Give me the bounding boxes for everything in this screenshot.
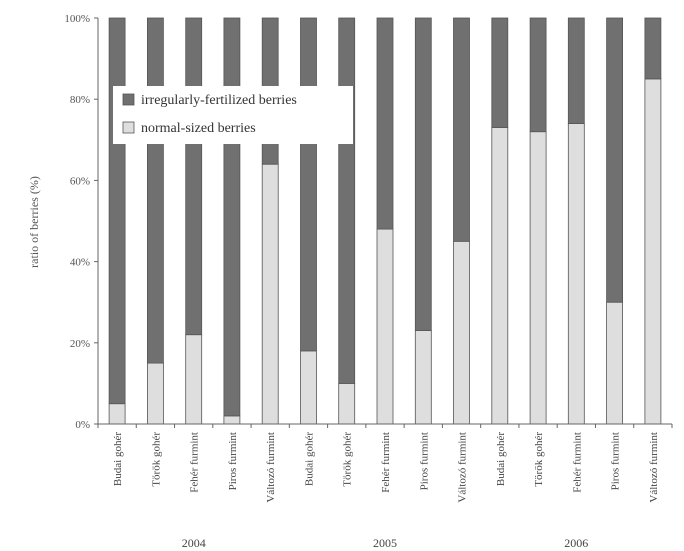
bars-layer: [108, 17, 662, 425]
bar-irregular-9: [453, 17, 470, 242]
category-label-11: Török gohér: [533, 432, 545, 487]
bar-normal-sized-1: [146, 362, 164, 425]
legend-label-1: normal-sized berries: [141, 121, 256, 136]
bar-normal-sized-9: [453, 240, 470, 425]
bar-irregular-6: [338, 17, 356, 384]
bar-normal-sized-13: [606, 301, 623, 425]
bar-normal-sized-11: [529, 131, 547, 425]
y-axis-label: ratio of berries (%): [27, 176, 41, 268]
legend-swatch-0: [122, 93, 135, 106]
category-label-9: Változó furmint: [457, 432, 469, 503]
bar-normal-sized-3: [223, 415, 241, 425]
bar-normal-sized-6: [338, 382, 356, 425]
category-label-5: Budai gohér: [304, 432, 316, 486]
bar-irregular-5: [300, 17, 317, 352]
y-tick-label-5: 100%: [64, 13, 90, 25]
bar-normal-sized-12: [567, 123, 585, 425]
bar-irregular-0: [108, 17, 126, 405]
category-label-3: Piros furmint: [227, 432, 239, 490]
category-label-7: Fehér furmint: [380, 432, 392, 493]
bar-irregular-11: [529, 17, 547, 133]
category-label-12: Fehér furmint: [571, 432, 583, 493]
group-label-2005: 2005: [373, 536, 397, 550]
bar-irregular-2: [185, 17, 203, 336]
bar-irregular-13: [606, 17, 623, 303]
bar-irregular-10: [491, 17, 509, 128]
bar-irregular-12: [567, 17, 585, 124]
bar-normal-sized-8: [414, 330, 432, 425]
bar-normal-sized-0: [108, 403, 126, 425]
y-tick-label-2: 40%: [70, 257, 90, 269]
bar-irregular-1: [146, 17, 164, 364]
legend-swatch-1: [122, 121, 135, 134]
category-label-0: Budai gohér: [112, 432, 124, 486]
category-label-13: Piros furmint: [610, 432, 622, 490]
bar-irregular-3: [223, 17, 241, 417]
bar-irregular-14: [644, 17, 662, 80]
legend-box: [113, 86, 353, 144]
category-label-14: Változó furmint: [648, 432, 660, 503]
bar-irregular-7: [376, 17, 394, 230]
category-label-1: Török gohér: [150, 432, 162, 487]
bar-normal-sized-7: [376, 228, 394, 425]
legend-label-0: irregularly-fertilized berries: [141, 93, 297, 108]
group-label-2006: 2006: [564, 536, 588, 550]
bar-irregular-8: [414, 17, 432, 332]
category-label-2: Fehér furmint: [189, 432, 201, 493]
bar-normal-sized-10: [491, 127, 509, 425]
legend: irregularly-fertilized berries normal-siz…: [113, 86, 353, 144]
y-tick-label-4: 80%: [70, 94, 90, 106]
y-tick-label-1: 20%: [70, 338, 90, 350]
category-label-10: Budai gohér: [495, 432, 507, 486]
y-tick-label-0: 0%: [75, 419, 90, 431]
bar-normal-sized-5: [300, 350, 317, 425]
bar-normal-sized-4: [261, 163, 279, 425]
axes-layer: Budai gohér Török gohér Fehér furmint Piros…: [64, 13, 673, 550]
bar-normal-sized-2: [185, 334, 203, 425]
y-tick-label-3: 60%: [70, 175, 90, 187]
category-label-8: Piros furmint: [418, 432, 430, 490]
category-label-4: Változó furmint: [265, 432, 277, 503]
group-label-2004: 2004: [182, 536, 206, 550]
category-label-6: Török gohér: [342, 432, 354, 487]
bar-normal-sized-14: [644, 78, 662, 425]
